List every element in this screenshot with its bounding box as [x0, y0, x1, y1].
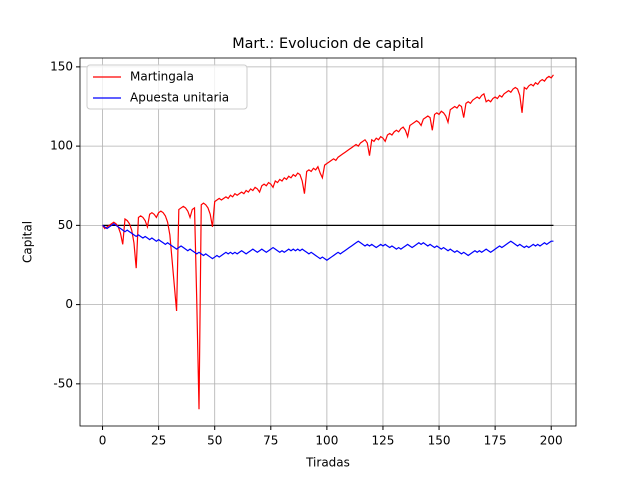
- x-tick-label: 50: [207, 434, 222, 448]
- legend-frame: [86, 64, 248, 110]
- x-tick-label: 0: [99, 434, 107, 448]
- plot-frame: [79, 57, 577, 427]
- legend-label: Apuesta unitaria: [130, 91, 229, 105]
- x-tick-label: 175: [484, 434, 507, 448]
- x-tick-label: 150: [428, 434, 451, 448]
- y-tick-label: 50: [58, 218, 73, 232]
- x-tick-label: 125: [372, 434, 395, 448]
- legend: Martingala Apuesta unitaria: [86, 64, 248, 110]
- y-tick-label: 150: [50, 59, 73, 73]
- y-tick-label: 100: [50, 139, 73, 153]
- x-tick-label: 25: [151, 434, 166, 448]
- x-tick-label: 75: [263, 434, 278, 448]
- y-axis-label: Capital: [21, 221, 35, 263]
- y-tick-label: -50: [53, 376, 73, 390]
- series-line: [102, 74, 554, 410]
- x-tick-label: 100: [315, 434, 338, 448]
- y-tick-label: 0: [65, 297, 73, 311]
- legend-label: Martingala: [130, 70, 194, 84]
- series-line: [102, 223, 554, 261]
- x-axis-label: Tiradas: [305, 456, 350, 470]
- x-tick-label: 200: [540, 434, 563, 448]
- chart-title: Mart.: Evolucion de capital: [232, 36, 424, 52]
